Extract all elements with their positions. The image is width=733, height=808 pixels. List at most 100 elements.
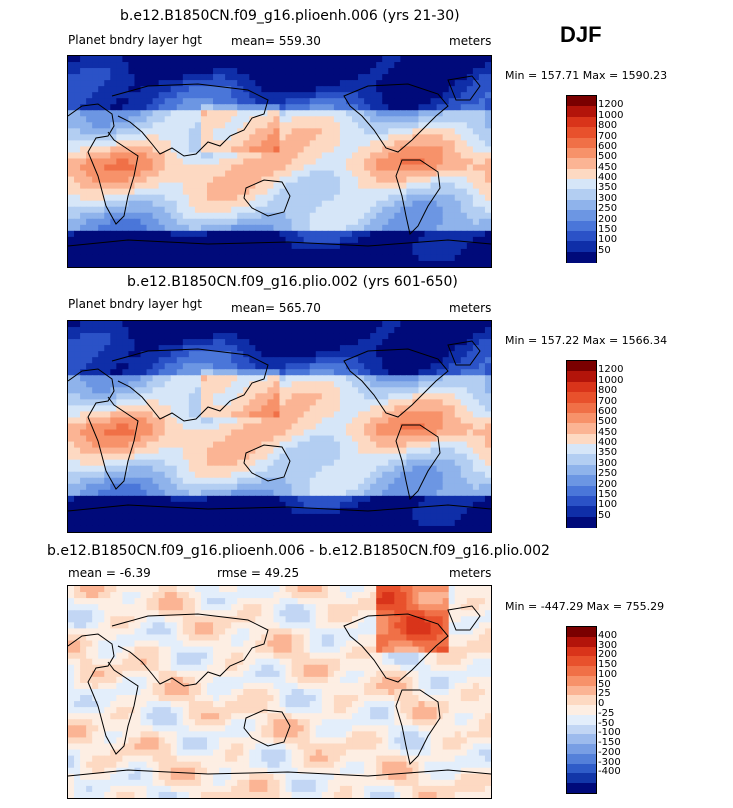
colorbar-level-label: -300 (598, 756, 621, 768)
colorbar-level-label: 700 (598, 395, 618, 407)
coastline (243, 444, 291, 482)
colorbar-swatch (567, 230, 596, 242)
coastline (68, 633, 139, 755)
coastline (343, 348, 449, 418)
colorbar-swatch (567, 744, 596, 755)
colorbar-level-label: 150 (598, 488, 618, 500)
colorbar-level-label: -200 (598, 746, 621, 758)
colorbar-level-label: 50 (598, 244, 611, 256)
colorbar-level-label: 50 (598, 678, 611, 690)
panel-1-map (67, 55, 492, 268)
colorbar-swatch (567, 714, 596, 726)
colorbar-level-label: 350 (598, 447, 618, 459)
panel-1-mean: mean= 559.30 (231, 34, 321, 48)
colorbar-swatch (567, 106, 596, 118)
coastline (447, 605, 481, 631)
panel-3-units: meters (449, 566, 492, 580)
colorbar-swatch (567, 402, 596, 414)
colorbar-swatch (567, 646, 596, 657)
panel-3-title: b.e12.B1850CN.f09_g16.plioenh.006 - b.e1… (47, 543, 550, 559)
colorbar-level-label: 200 (598, 649, 618, 661)
colorbar-swatch (567, 627, 596, 638)
colorbar-swatch (567, 734, 596, 745)
panel-1-colorbar (566, 95, 597, 263)
colorbar-level-label: 1200 (598, 99, 624, 111)
colorbar-swatch (567, 506, 596, 518)
colorbar-swatch (567, 423, 596, 435)
coastline (68, 368, 139, 490)
panel-1-title: b.e12.B1850CN.f09_g16.plioenh.006 (yrs 2… (120, 8, 460, 24)
colorbar-level-label: 300 (598, 639, 618, 651)
coastline (447, 75, 481, 101)
colorbar-swatch (567, 685, 596, 696)
coastline (243, 709, 291, 747)
colorbar-swatch (567, 127, 596, 138)
colorbar-level-label: 250 (598, 203, 618, 215)
colorbar-swatch (567, 147, 596, 159)
panel-3-minmax: Min = -447.29 Max = 755.29 (505, 600, 665, 613)
coastline (243, 179, 291, 217)
coastline (111, 348, 269, 422)
colorbar-swatch (567, 168, 596, 180)
colorbar-swatch (567, 371, 596, 383)
colorbar-level-label: 0 (598, 698, 605, 710)
panel-1-units: meters (449, 34, 492, 48)
coastline (68, 239, 491, 247)
colorbar-swatch (567, 485, 596, 497)
colorbar-swatch (567, 199, 596, 211)
colorbar-swatch (567, 392, 596, 403)
colorbar-swatch (567, 705, 596, 716)
colorbar-swatch (567, 724, 596, 735)
colorbar-swatch (567, 675, 596, 687)
colorbar-level-label: -100 (598, 727, 621, 739)
colorbar-swatch (567, 433, 596, 445)
coastline (395, 424, 441, 500)
colorbar-level-label: 1000 (598, 109, 624, 121)
panel-2-map (67, 320, 492, 533)
colorbar-swatch (567, 116, 596, 128)
colorbar-swatch (567, 210, 596, 221)
colorbar-level-label: 350 (598, 182, 618, 194)
colorbar-swatch (567, 220, 596, 232)
colorbar-level-label: 300 (598, 457, 618, 469)
colorbar-level-label: 400 (598, 172, 618, 183)
colorbar-swatch (567, 656, 596, 667)
colorbar-swatch (567, 361, 596, 372)
colorbar-swatch (567, 454, 596, 466)
colorbar-swatch (567, 495, 596, 507)
panel-1-minmax: Min = 157.71 Max = 1590.23 (505, 69, 668, 82)
colorbar-swatch (567, 381, 596, 393)
colorbar-level-label: 300 (598, 192, 618, 204)
colorbar-level-label: 25 (598, 688, 611, 700)
panel-2-mean: mean= 565.70 (231, 301, 321, 315)
colorbar-level-label: 400 (598, 437, 618, 448)
panel-2-variable-label: Planet bndry layer hgt (68, 297, 202, 311)
colorbar-level-label: -400 (598, 766, 621, 778)
colorbar-level-label: 100 (598, 499, 618, 511)
panel-1-variable-label: Planet bndry layer hgt (68, 33, 202, 47)
colorbar-swatch (567, 773, 596, 784)
coastline (68, 769, 491, 777)
panel-2-units: meters (449, 301, 492, 315)
field-layer (68, 586, 491, 798)
colorbar-swatch (567, 695, 596, 706)
colorbar-level-label: 800 (598, 120, 618, 132)
colorbar-swatch (567, 189, 596, 201)
panel-3-colorbar (566, 626, 597, 794)
colorbar-level-label: 700 (598, 130, 618, 142)
coastline (395, 159, 441, 235)
coastline (395, 689, 441, 765)
colorbar-swatch (567, 412, 596, 424)
coastline (68, 103, 139, 225)
colorbar-level-label: 100 (598, 668, 618, 680)
colorbar-swatch (567, 241, 596, 253)
coastline (343, 83, 449, 153)
colorbar-swatch (567, 179, 596, 190)
colorbar-swatch (567, 753, 596, 765)
colorbar-level-label: 100 (598, 234, 618, 246)
colorbar-level-label: 200 (598, 213, 618, 225)
colorbar-level-label: 1200 (598, 364, 624, 376)
colorbar-swatch (567, 96, 596, 107)
colorbar-swatch (567, 763, 596, 774)
colorbar-swatch (567, 516, 596, 528)
